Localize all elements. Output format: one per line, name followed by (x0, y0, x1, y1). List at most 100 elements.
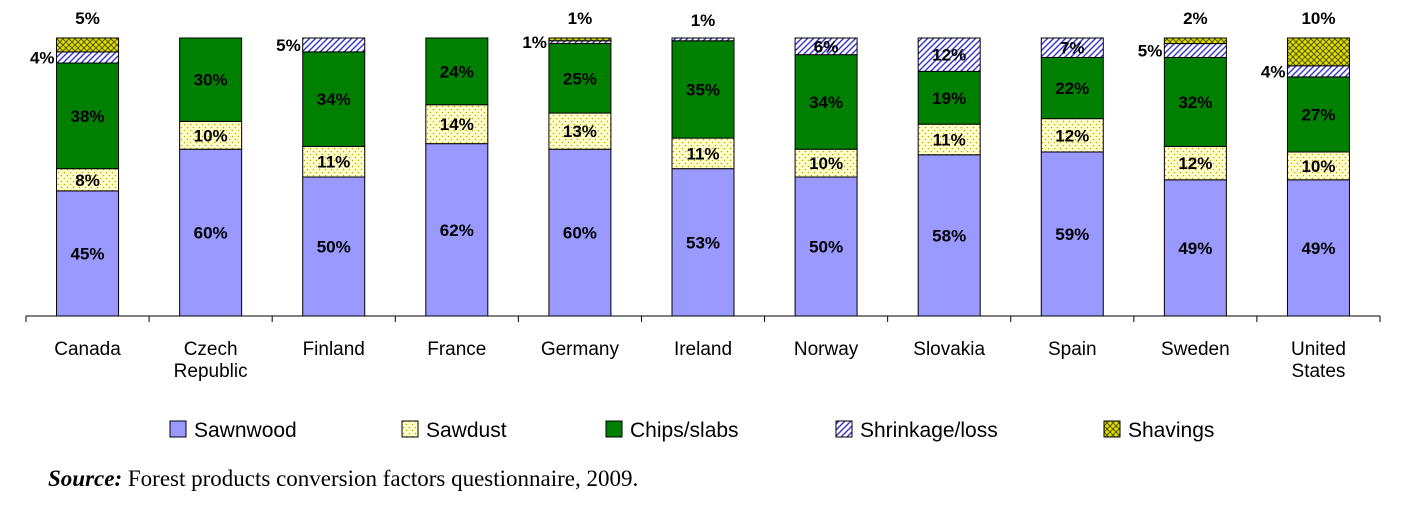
bar-spain-sawdust (1040, 118, 1104, 153)
data-label-chips-slabs: 19% (932, 89, 966, 108)
data-label-shrinkage-loss: 7% (1060, 39, 1085, 58)
bar-norway-shrinkage-loss (794, 37, 858, 56)
category-label: Czech (184, 339, 238, 360)
data-label-shavings: 5% (75, 9, 100, 28)
category-label: Spain (1048, 339, 1097, 360)
data-label-sawdust: 10% (194, 126, 228, 145)
bar-sweden-sawdust (1163, 145, 1227, 181)
data-label-sawdust: 11% (933, 130, 966, 149)
bar-spain-chips-slabs (1040, 56, 1104, 120)
data-label-chips-slabs: 25% (563, 69, 597, 88)
bar-spain-shrinkage-loss (1040, 37, 1104, 58)
data-label-chips-slabs: 22% (1055, 79, 1089, 98)
bar-slovakia-chips-slabs (917, 70, 981, 125)
bar-sweden-chips-slabs (1163, 56, 1227, 147)
data-label-sawdust: 8% (75, 171, 100, 190)
data-labels: 45% 8% 38% 4% 5% 60% 10% 30% 50% 11% 34% 5% 62% 14% 24… (30, 9, 1336, 263)
legend-swatch-shavings (1103, 420, 1121, 438)
bar-germany-chips-slabs (548, 43, 612, 114)
bar-norway-sawdust (794, 148, 858, 178)
category-label: Norway (794, 339, 859, 360)
data-label-shavings: 10% (1301, 9, 1335, 28)
source-text: Forest products conversion factors quest… (122, 466, 639, 491)
bar-germany-sawdust (548, 112, 612, 150)
data-label-sawnwood: 49% (1178, 239, 1212, 258)
data-label-sawnwood: 60% (563, 224, 597, 243)
bar-united-states-sawnwood (1286, 179, 1350, 317)
source-note: Source: Forest products conversion facto… (48, 466, 638, 492)
legend-swatch-chips-slabs (605, 420, 623, 438)
data-label-sawdust: 11% (686, 144, 719, 163)
category-label: Slovakia (913, 339, 985, 360)
data-label-sawdust: 12% (1178, 154, 1212, 173)
data-label-sawnwood: 49% (1301, 239, 1335, 258)
category-label: Sweden (1161, 339, 1230, 360)
x-axis (25, 315, 1381, 322)
data-label-sawdust: 14% (440, 115, 474, 134)
data-label-sawnwood: 53% (686, 233, 720, 252)
data-label-chips-slabs: 24% (440, 62, 474, 81)
data-label-chips-slabs: 27% (1301, 105, 1335, 124)
data-label-sawnwood: 45% (71, 244, 105, 263)
legend-label-sawdust: Sawdust (426, 419, 507, 442)
bar-canada-shavings (56, 37, 120, 53)
bar-norway-sawnwood (794, 176, 858, 317)
category-label: Canada (54, 339, 121, 360)
data-label-sawdust: 10% (1301, 157, 1335, 176)
category-label: France (427, 339, 486, 360)
legend-swatch-shrinkage-loss (835, 420, 853, 438)
data-label-chips-slabs: 35% (686, 80, 720, 99)
data-label-shrinkage-loss: 1% (522, 33, 547, 52)
bars-layer (56, 37, 1350, 317)
bar-france-sawnwood (425, 143, 489, 317)
bar-finland-chips-slabs (302, 51, 366, 147)
legend-swatch-sawdust (401, 420, 419, 438)
data-label-shrinkage-loss: 12% (932, 46, 966, 65)
bar-norway-chips-slabs (794, 54, 858, 150)
legend: Sawnwood Sawdust Chips/slabs Shrinkage/loss… (169, 419, 1214, 442)
category-label: Finland (303, 339, 365, 360)
data-label-sawdust: 13% (563, 122, 597, 141)
bar-ireland-sawdust (671, 137, 735, 170)
category-label: Germany (541, 339, 620, 360)
bar-sweden-sawnwood (1163, 179, 1227, 317)
data-label-sawdust: 11% (317, 153, 350, 172)
data-label-sawnwood: 50% (317, 238, 351, 257)
bar-canada-shrinkage-loss (56, 51, 120, 64)
category-label: Republic (174, 361, 248, 382)
data-label-shrinkage-loss: 5% (1138, 42, 1163, 61)
category-label: Ireland (674, 339, 732, 360)
bar-ireland-sawnwood (671, 168, 735, 317)
bar-france-chips-slabs (425, 37, 489, 106)
data-label-sawdust: 10% (809, 154, 843, 173)
data-label-chips-slabs: 34% (317, 90, 351, 109)
category-label: United (1291, 339, 1346, 360)
data-label-chips-slabs: 38% (71, 107, 105, 126)
data-label-sawnwood: 59% (1055, 225, 1089, 244)
data-label-shrinkage-loss: 5% (276, 36, 301, 55)
bar-united-states-chips-slabs (1286, 76, 1350, 153)
legend-label-chips-slabs: Chips/slabs (630, 419, 739, 442)
bar-germany-sawnwood (548, 148, 612, 317)
bar-finland-sawdust (302, 145, 366, 178)
bar-slovakia-shrinkage-loss (917, 37, 981, 72)
legend-label-sawnwood: Sawnwood (194, 419, 297, 442)
data-label-shavings: 1% (568, 9, 593, 28)
bar-france-sawdust (425, 104, 489, 145)
data-label-sawnwood: 58% (932, 226, 966, 245)
legend-label-shavings: Shavings (1128, 419, 1214, 442)
data-label-sawnwood: 60% (194, 224, 228, 243)
data-label-chips-slabs: 34% (809, 93, 843, 112)
bar-sweden-shavings (1163, 37, 1227, 45)
data-label-sawnwood: 62% (440, 221, 474, 240)
bar-germany-shavings (548, 37, 612, 42)
source-label: Source: (48, 466, 123, 491)
bar-united-states-shrinkage-loss (1286, 65, 1350, 78)
legend-swatch-sawnwood (169, 420, 187, 438)
bar-ireland-chips-slabs (671, 40, 735, 139)
data-label-sawdust: 12% (1055, 126, 1089, 145)
data-label-shrinkage-loss: 4% (1261, 62, 1286, 81)
bar-canada-sawnwood (56, 190, 120, 317)
